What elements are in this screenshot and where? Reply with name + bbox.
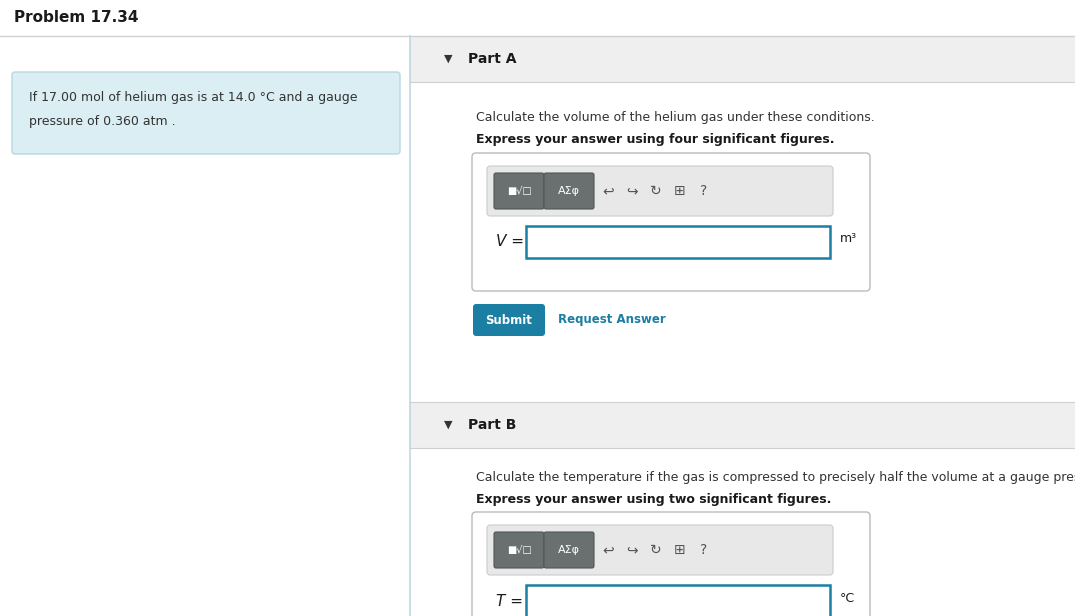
Text: ?: ?: [701, 184, 707, 198]
Text: ↻: ↻: [650, 543, 662, 557]
FancyBboxPatch shape: [473, 304, 545, 336]
Text: ⊞: ⊞: [674, 543, 686, 557]
Text: Part A: Part A: [468, 52, 516, 66]
Text: °C: °C: [840, 591, 855, 604]
Text: ⊞: ⊞: [674, 184, 686, 198]
Bar: [526, 585, 830, 616]
Text: m³: m³: [840, 232, 857, 246]
FancyBboxPatch shape: [494, 173, 544, 209]
FancyBboxPatch shape: [487, 525, 833, 575]
FancyBboxPatch shape: [472, 153, 870, 291]
Text: ↪: ↪: [626, 543, 637, 557]
Text: ▼: ▼: [444, 420, 453, 430]
Text: ↩: ↩: [602, 184, 614, 198]
Bar: [0, 0, 1075, 36]
Text: Express your answer using four significant figures.: Express your answer using four significa…: [476, 134, 834, 147]
Bar: [0, 36, 410, 616]
Text: ↩: ↩: [602, 543, 614, 557]
Text: V =: V =: [496, 235, 524, 249]
FancyBboxPatch shape: [472, 512, 870, 616]
Text: ■√□: ■√□: [506, 186, 531, 196]
Text: Calculate the volume of the helium gas under these conditions.: Calculate the volume of the helium gas u…: [476, 110, 875, 123]
Text: Submit: Submit: [486, 314, 532, 326]
FancyBboxPatch shape: [544, 173, 594, 209]
Text: Request Answer: Request Answer: [558, 314, 665, 326]
Text: ?: ?: [701, 543, 707, 557]
Text: AΣφ: AΣφ: [558, 545, 581, 555]
Bar: [410, 82, 1075, 402]
Text: ↻: ↻: [650, 184, 662, 198]
Text: Part B: Part B: [468, 418, 516, 432]
Text: If 17.00 mol of helium gas is at 14.0 °C and a gauge: If 17.00 mol of helium gas is at 14.0 °C…: [29, 91, 358, 103]
Text: T =: T =: [496, 593, 524, 609]
Text: ↪: ↪: [626, 184, 637, 198]
Bar: [410, 448, 1075, 616]
Text: ▼: ▼: [444, 54, 453, 64]
Bar: [410, 36, 1075, 82]
FancyBboxPatch shape: [12, 72, 400, 154]
Text: Calculate the temperature if the gas is compressed to precisely half the volume : Calculate the temperature if the gas is …: [476, 471, 1075, 485]
Text: pressure of 0.360 atm .: pressure of 0.360 atm .: [29, 115, 175, 128]
Bar: [410, 402, 1075, 448]
Text: AΣφ: AΣφ: [558, 186, 581, 196]
Text: Problem 17.34: Problem 17.34: [14, 10, 139, 25]
Bar: [526, 226, 830, 258]
Text: ■√□: ■√□: [506, 545, 531, 555]
Text: Express your answer using two significant figures.: Express your answer using two significan…: [476, 493, 831, 506]
FancyBboxPatch shape: [544, 532, 594, 568]
FancyBboxPatch shape: [487, 166, 833, 216]
FancyBboxPatch shape: [494, 532, 544, 568]
